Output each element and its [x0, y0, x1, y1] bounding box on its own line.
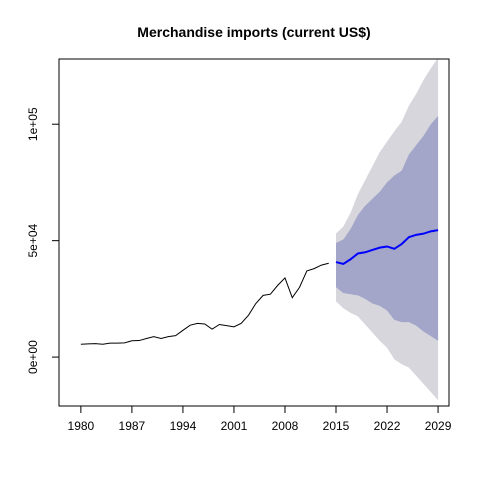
- chart-title: Merchandise imports (current US$): [137, 24, 370, 40]
- history-line: [80, 262, 329, 345]
- x-tick-label: 1987: [119, 419, 146, 433]
- y-tick-label: 1e+05: [26, 107, 40, 141]
- series-lines: [80, 229, 439, 345]
- y-tick-label: 5e+04: [26, 223, 40, 257]
- x-tick-label: 2022: [374, 419, 401, 433]
- forecast-bands: [336, 57, 439, 401]
- band-80: [336, 116, 439, 341]
- x-tick-label: 2008: [272, 419, 299, 433]
- y-axis: 0e+00 5e+04 1e+05: [26, 107, 60, 374]
- x-tick-label: 2029: [425, 419, 452, 433]
- x-tick-label: 2001: [221, 419, 248, 433]
- x-tick-label: 1994: [170, 419, 197, 433]
- x-tick-label: 1980: [68, 419, 95, 433]
- y-tick-label: 0e+00: [26, 340, 40, 374]
- x-tick-label: 2015: [323, 419, 350, 433]
- x-axis: 1980 1987 1994 2001 2008 2015 2022 2029: [68, 405, 452, 433]
- forecast-line: [335, 229, 439, 266]
